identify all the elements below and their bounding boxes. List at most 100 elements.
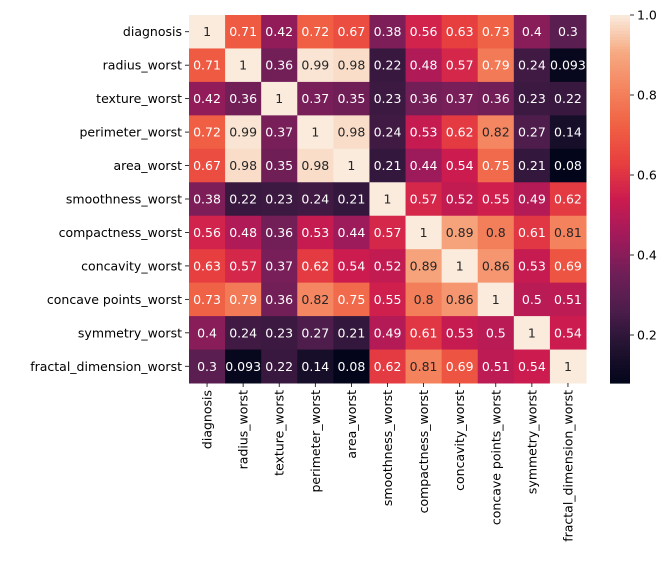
heatmap-cell: [225, 15, 262, 49]
x-tick-label: concave points_worst: [488, 390, 503, 525]
colorbar-segment: [610, 312, 630, 317]
heatmap-cell: [189, 148, 226, 183]
cell-annotation: 0.81: [410, 359, 438, 374]
y-tick-label: radius_worst: [103, 58, 182, 73]
heatmap-cell: [297, 282, 334, 317]
colorbar-segment: [610, 149, 630, 154]
heatmap-cell: [405, 215, 443, 250]
colorbar-segment: [610, 159, 630, 163]
heatmap-cell: [189, 81, 226, 116]
heatmap-cell: [405, 282, 443, 317]
colorbar-segment: [610, 214, 630, 218]
heatmap-cell: [369, 316, 407, 351]
cell-annotation: 0.093: [550, 58, 586, 73]
cell-annotation: 0.21: [518, 158, 546, 173]
colorbar-segment: [610, 248, 630, 252]
colorbar-segment: [610, 146, 630, 151]
cell-annotation: 0.37: [265, 258, 293, 273]
colorbar-segment: [610, 226, 630, 231]
cell-annotation: 0.69: [446, 359, 474, 374]
colorbar-segment: [610, 156, 630, 160]
heatmap-cell: [189, 182, 226, 217]
heatmap-cell: [297, 48, 334, 83]
cell-annotation: 0.08: [337, 359, 365, 374]
heatmap-cell: [441, 215, 479, 250]
cell-annotation: 0.79: [229, 292, 257, 307]
cell-annotation: 0.89: [410, 258, 438, 273]
colorbar-segment: [610, 241, 630, 246]
colorbar-segment: [610, 272, 630, 277]
cell-annotation: 1: [456, 258, 464, 273]
colorbar-segment: [610, 238, 630, 243]
cell-annotation: 0.38: [374, 24, 402, 39]
heatmap-cell: [261, 316, 298, 351]
heatmap-cell: [477, 115, 515, 150]
colorbar-segment: [610, 306, 630, 310]
cell-annotation: 0.35: [337, 91, 365, 106]
heatmap-cell: [225, 249, 262, 284]
heatmap-cell: [441, 15, 479, 49]
colorbar-segment: [610, 30, 630, 34]
colorbar-segment: [610, 162, 630, 166]
heatmap-cell: [297, 182, 334, 217]
cell-annotation: 1: [384, 192, 392, 207]
colorbar-segment: [610, 82, 630, 87]
heatmap-cell: [333, 249, 370, 284]
heatmap-cell: [477, 48, 515, 83]
heatmap-cell: [333, 182, 370, 217]
colorbar-segment: [610, 281, 630, 286]
colorbar-segment: [610, 131, 630, 136]
cell-annotation: 1: [347, 158, 355, 173]
cell-annotation: 0.21: [337, 325, 365, 340]
colorbar-segment: [610, 168, 630, 172]
cell-annotation: 0.69: [554, 258, 582, 273]
colorbar-segment: [610, 143, 630, 148]
cell-annotation: 0.61: [518, 225, 546, 240]
cell-annotation: 0.14: [301, 359, 329, 374]
colorbar-segment: [610, 174, 630, 179]
colorbar-segment: [610, 232, 630, 237]
colorbar-segment: [610, 309, 630, 314]
heatmap-cell: [189, 15, 226, 49]
colorbar-segment: [610, 202, 630, 206]
heatmap-cell: [261, 115, 298, 150]
cell-annotation: 0.8: [486, 225, 506, 240]
colorbar-segment: [610, 165, 630, 169]
heatmap-cell: [261, 48, 298, 83]
heatmap-cell: [405, 48, 443, 83]
heatmap-cell: [405, 15, 443, 49]
cell-annotation: 0.56: [410, 24, 438, 39]
cell-annotation: 0.44: [337, 225, 365, 240]
heatmap-cell: [477, 316, 515, 351]
cell-annotation: 0.63: [193, 258, 221, 273]
colorbar-segment: [610, 361, 630, 366]
heatmap-cell: [513, 115, 551, 150]
cell-annotation: 0.52: [374, 258, 402, 273]
cell-annotation: 0.52: [446, 192, 474, 207]
heatmap-cell: [297, 148, 334, 183]
colorbar-segment: [610, 137, 630, 142]
cell-annotation: 0.23: [265, 192, 293, 207]
colorbar-segment: [610, 67, 630, 71]
heatmap-cell: [477, 15, 515, 49]
cell-annotation: 0.42: [265, 24, 293, 39]
heatmap-cell: [441, 249, 479, 284]
heatmap-cell: [549, 81, 587, 116]
colorbar-segment: [610, 103, 630, 108]
colorbar-segment: [610, 217, 630, 222]
cell-annotation: 0.23: [518, 91, 546, 106]
colorbar-segment: [610, 208, 630, 212]
y-tick-label: compactness_worst: [59, 225, 182, 240]
cell-annotation: 0.36: [482, 91, 510, 106]
colorbar-segment: [610, 192, 630, 197]
x-tick-label: fractal_dimension_worst: [560, 390, 575, 542]
y-tick-label: fractal_dimension_worst: [30, 359, 182, 374]
heatmap-cell: [477, 215, 515, 250]
heatmap-cell: [441, 115, 479, 150]
colorbar-segment: [610, 24, 630, 28]
cell-annotation: 0.27: [301, 325, 329, 340]
heatmap-cell: [549, 282, 587, 317]
heatmap-cell: [333, 81, 370, 116]
colorbar-segment: [610, 229, 630, 234]
colorbar-segment: [610, 364, 630, 369]
